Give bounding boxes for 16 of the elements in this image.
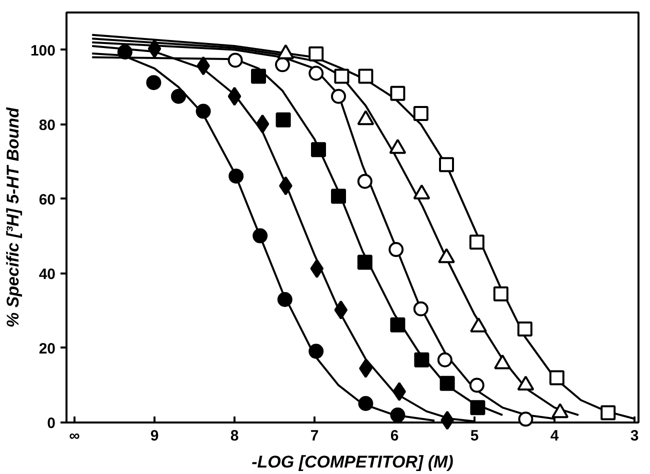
y-tick-label: 60 (38, 191, 56, 208)
y-tick-label: 100 (30, 42, 56, 60)
x-tick-label: ∞ (69, 428, 80, 444)
y-axis-title: % Specific [³H] 5-HT Bound (3, 106, 22, 328)
x-tick-label: 7 (310, 428, 319, 444)
y-tick-label: 80 (38, 116, 56, 134)
x-axis-title: -LOG [COMPETITOR] (M) (252, 452, 454, 472)
x-tick-label: 6 (390, 428, 399, 444)
x-tick-label: 4 (550, 428, 560, 444)
y-tick-label: 20 (38, 340, 56, 358)
x-tick-label: 9 (150, 428, 159, 444)
y-tick-label: 0 (47, 415, 56, 432)
y-tick-label: 40 (38, 266, 56, 283)
x-tick-label: 3 (630, 428, 639, 444)
x-tick-label: 5 (470, 428, 479, 444)
x-tick-label: 8 (230, 428, 239, 444)
